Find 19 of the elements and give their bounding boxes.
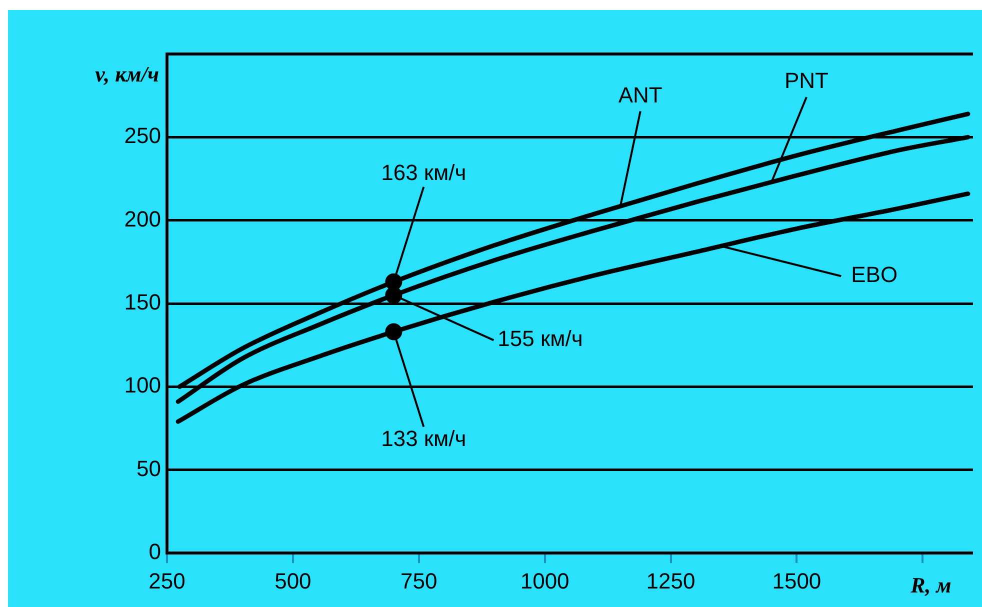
x-axis-title: R, м [910,572,952,598]
y-tick-label: 50 [136,456,161,481]
y-tick-label: 150 [124,290,161,315]
x-tick-label: 1500 [772,568,822,594]
y-tick-label: 0 [148,539,161,564]
x-tick-label: 500 [274,568,312,594]
x-tick-label: 750 [400,568,438,594]
y-tick-label: 100 [124,372,161,398]
data-label: 155 км/ч [498,326,583,352]
text: ANT [618,82,662,108]
x-tick-label: 1000 [520,568,570,594]
data-label: 133 км/ч [381,426,466,451]
y-tick-label: 200 [124,206,161,232]
y-tick-label: 250 [124,123,161,148]
series-label: EBO [851,262,898,288]
x-tick-label: 1250 [646,568,696,594]
text: PNT [784,68,828,94]
data-label: 163 км/ч [381,160,466,185]
y-axis-title: v, км/ч [95,62,159,87]
